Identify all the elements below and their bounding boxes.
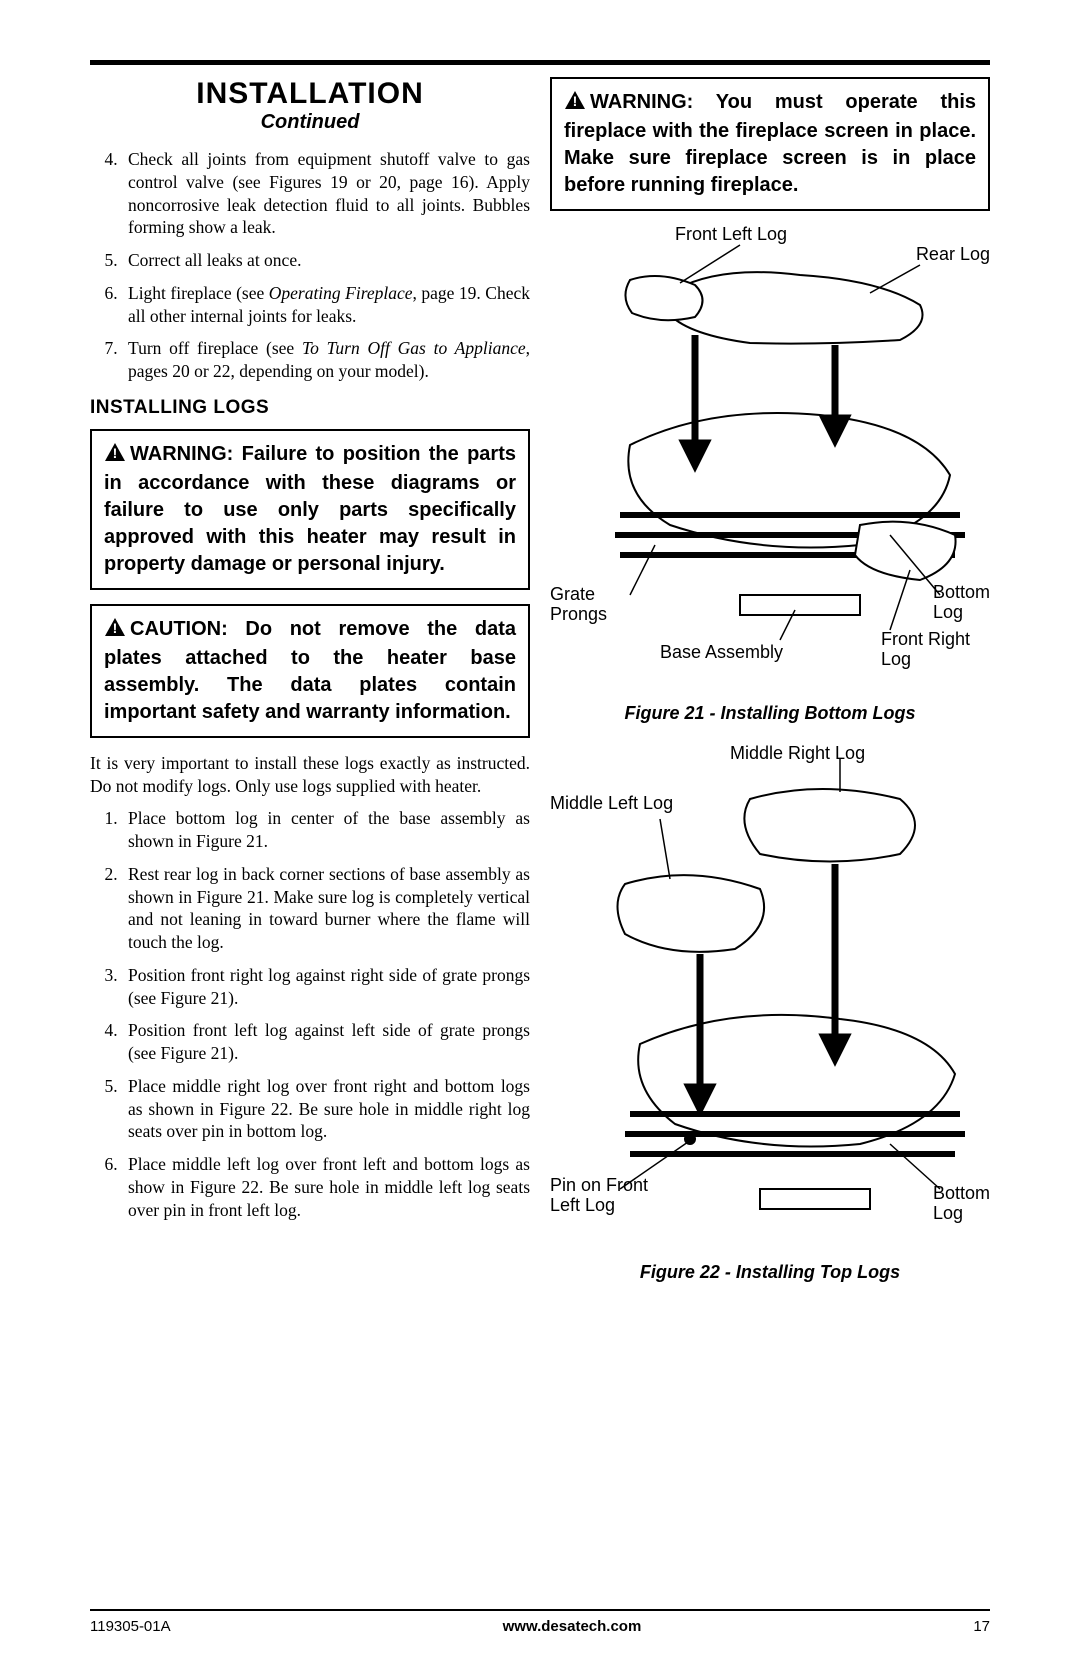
intro-paragraph: It is very important to install these lo… bbox=[90, 752, 530, 798]
step-6-pre: Light fireplace (see bbox=[128, 283, 269, 303]
step-b5: Place middle right log over front right … bbox=[122, 1075, 530, 1143]
step-7: Turn off fireplace (see To Turn Off Gas … bbox=[122, 337, 530, 383]
step-b3: Position front right log against right s… bbox=[122, 964, 530, 1010]
label-base-assembly: Base Assembly bbox=[660, 643, 783, 663]
step-6: Light fireplace (see Operating Fireplace… bbox=[122, 282, 530, 328]
page-title: INSTALLATION bbox=[90, 77, 530, 111]
svg-text:!: ! bbox=[573, 93, 578, 109]
top-rule bbox=[90, 60, 990, 65]
step-b2: Rest rear log in back corner sections of… bbox=[122, 863, 530, 954]
caution-box-dataplates-text: CAUTION: Do not remove the data plates a… bbox=[104, 618, 516, 723]
label-grate-prongs: Grate Prongs bbox=[550, 585, 607, 625]
label-bottom-log: Bottom Log bbox=[933, 583, 990, 623]
label-rear-log: Rear Log bbox=[916, 245, 990, 265]
bottom-rule bbox=[90, 1609, 990, 1611]
figure-22-caption: Figure 22 - Installing Top Logs bbox=[550, 1262, 990, 1283]
warning-box-screen: ! WARNING: You must operate this firepla… bbox=[550, 77, 990, 211]
installing-logs-heading: INSTALLING LOGS bbox=[90, 397, 530, 419]
steps-list-a: Check all joints from equipment shutoff … bbox=[90, 148, 530, 383]
footer-docnum: 119305-01A bbox=[90, 1618, 171, 1635]
step-6-ital: Operating Fireplace bbox=[269, 283, 413, 303]
footer-url: www.desatech.com bbox=[503, 1618, 642, 1635]
svg-text:!: ! bbox=[113, 445, 118, 461]
warning-icon: ! bbox=[104, 442, 126, 470]
caution-box-dataplates: ! CAUTION: Do not remove the data plates… bbox=[90, 604, 530, 738]
warning-box-positioning: ! WARNING: Failure to position the parts… bbox=[90, 429, 530, 590]
footer-pagenum: 17 bbox=[973, 1618, 990, 1635]
step-7-ital: To Turn Off Gas to Appliance bbox=[302, 338, 526, 358]
step-4: Check all joints from equipment shutoff … bbox=[122, 148, 530, 239]
left-column: INSTALLATION Continued Check all joints … bbox=[90, 77, 530, 1303]
step-b1: Place bottom log in center of the base a… bbox=[122, 807, 530, 853]
warning-box-screen-text: WARNING: You must operate this fireplace… bbox=[564, 91, 976, 196]
label-front-right-log: Front Right Log bbox=[881, 630, 970, 670]
figure-22: Middle Right Log Middle Left Log Pin on … bbox=[550, 744, 990, 1254]
figure-21-svg bbox=[560, 225, 980, 645]
figure-21-caption: Figure 21 - Installing Bottom Logs bbox=[550, 703, 990, 724]
page-footer: 119305-01A www.desatech.com 17 bbox=[90, 1618, 990, 1635]
warning-icon: ! bbox=[104, 617, 126, 645]
figure-21: Front Left Log Rear Log Grate Prongs Bot… bbox=[550, 225, 990, 695]
label-bottom-log-22: Bottom Log bbox=[933, 1184, 990, 1224]
content-columns: INSTALLATION Continued Check all joints … bbox=[90, 77, 990, 1303]
page-subtitle: Continued bbox=[90, 111, 530, 134]
label-pin-front-left: Pin on Front Left Log bbox=[550, 1176, 648, 1216]
step-b6: Place middle left log over front left an… bbox=[122, 1153, 530, 1221]
right-column: ! WARNING: You must operate this firepla… bbox=[550, 77, 990, 1303]
step-5: Correct all leaks at once. bbox=[122, 249, 530, 272]
step-7-pre: Turn off fireplace (see bbox=[128, 338, 302, 358]
label-front-left-log: Front Left Log bbox=[675, 225, 787, 245]
step-b4: Position front left log against left sid… bbox=[122, 1019, 530, 1065]
label-middle-left-log: Middle Left Log bbox=[550, 794, 673, 814]
label-middle-right-log: Middle Right Log bbox=[730, 744, 865, 764]
steps-list-b: Place bottom log in center of the base a… bbox=[90, 807, 530, 1221]
svg-text:!: ! bbox=[113, 620, 118, 636]
warning-icon: ! bbox=[564, 90, 586, 118]
figure-22-svg bbox=[560, 744, 980, 1224]
warning-box-positioning-text: WARNING: Failure to position the parts i… bbox=[104, 443, 516, 575]
